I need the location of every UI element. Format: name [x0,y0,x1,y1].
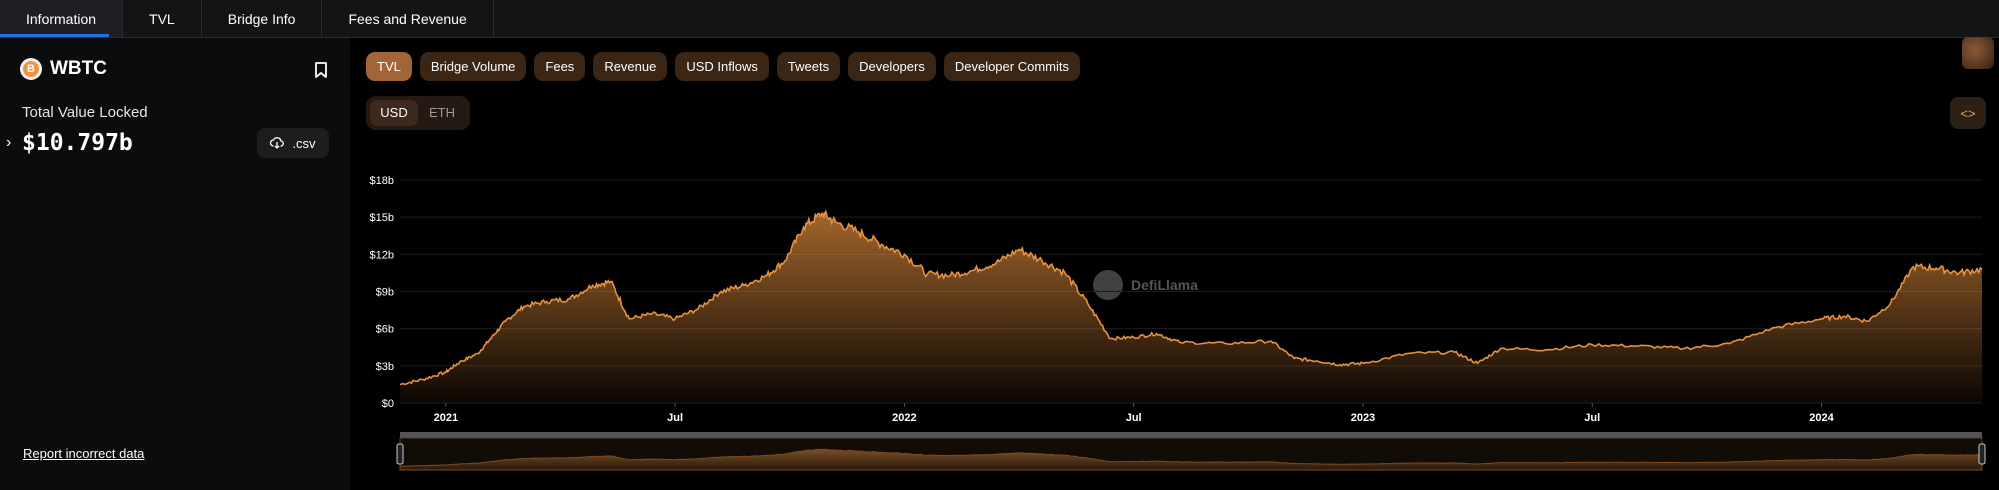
bookmark-icon[interactable] [312,60,330,80]
metric-usd-inflows-toggle[interactable]: USD Inflows [675,52,769,81]
tab-label: Bridge Info [227,10,296,27]
protocol-logo: B [20,58,42,80]
y-tick-label: $3b [376,361,394,373]
chevron-right-icon[interactable]: › [6,134,12,151]
x-tick-label: Jul [667,412,683,424]
y-axis: $0 $3b $6b $9b $12b $15b $18b [370,175,394,410]
tab-label: Fees and Revenue [348,10,467,27]
range-slider[interactable] [396,432,1986,471]
x-tick-label: 2021 [434,412,458,424]
x-tick-label: Jul [1126,412,1142,424]
csv-label: .csv [292,135,316,151]
protocol-name: WBTC [50,58,107,79]
range-slider-preview [399,448,1983,471]
denomination-usd-option[interactable]: USD [370,100,418,126]
y-tick-label: $18b [370,175,394,187]
denomination-eth-option[interactable]: ETH [429,105,455,120]
x-tick-label: 2024 [1809,412,1834,424]
range-slider-handle[interactable] [396,443,404,465]
x-tick-label: Jul [1584,412,1600,424]
metric-bridge-volume-toggle[interactable]: Bridge Volume [419,52,527,81]
tab-tvl[interactable]: TVL [123,0,202,37]
metric-tvl-toggle[interactable]: TVL [366,52,412,81]
tab-label: TVL [149,10,175,27]
y-tick-label: $15b [370,212,394,224]
range-slider-track[interactable] [400,432,1982,438]
protocol-header: B WBTC [20,58,107,80]
watermark-text: DefiLlama [1131,277,1198,293]
y-tick-label: $9b [376,287,394,299]
tvl-area-chart: $0$3b$6b$9b$12b$15b$18b 2021 Jul 2022 Jul 20… [370,175,1986,471]
tab-fees-and-revenue[interactable]: Fees and Revenue [322,0,494,37]
denomination-toggle: USD ETH [366,96,470,130]
y-tick-label: $0 [382,398,394,410]
section-tab-bar: Information TVL Bridge Info Fees and Rev… [0,0,1999,38]
metric-revenue-toggle[interactable]: Revenue [593,52,668,81]
tvl-series-line [399,209,1983,386]
embed-chart-button[interactable]: <> [1950,97,1986,129]
tvl-label: Total Value Locked [22,104,148,121]
cloud-download-icon [270,137,285,149]
code-icon: <> [1960,105,1976,121]
tab-information[interactable]: Information [0,0,124,37]
llama-logo-icon [1093,270,1123,300]
x-tick-label: 2023 [1351,412,1375,424]
tvl-value: $10.797b [22,130,133,156]
report-incorrect-data-link[interactable]: Report incorrect data [23,446,145,461]
bitcoin-icon: B [23,61,39,77]
watermark: DefiLlama [1093,270,1198,300]
metric-tweets-toggle[interactable]: Tweets [776,52,841,81]
metric-developers-toggle[interactable]: Developers [848,52,936,81]
active-tab-indicator [0,34,109,37]
download-csv-button[interactable]: .csv [257,128,329,158]
y-tick-label: $6b [376,324,394,336]
protocol-info-panel: B WBTC Total Value Locked › $10.797b .cs… [0,38,350,490]
metric-toggle-group: TVL Bridge Volume Fees Revenue USD Inflo… [366,52,1080,81]
x-tick-label: 2022 [892,412,916,424]
y-tick-label: $12b [370,249,394,261]
tab-label: Information [26,10,97,27]
tab-bridge-info[interactable]: Bridge Info [202,0,323,37]
tvl-series-area [400,211,1982,403]
x-axis: 2021 Jul 2022 Jul 2023 Jul 2024 [434,403,1835,424]
range-slider-handle[interactable] [1978,443,1986,465]
avatar[interactable] [1962,37,1994,69]
metric-fees-toggle[interactable]: Fees [534,52,586,81]
metric-developer-commits-toggle[interactable]: Developer Commits [943,52,1080,81]
